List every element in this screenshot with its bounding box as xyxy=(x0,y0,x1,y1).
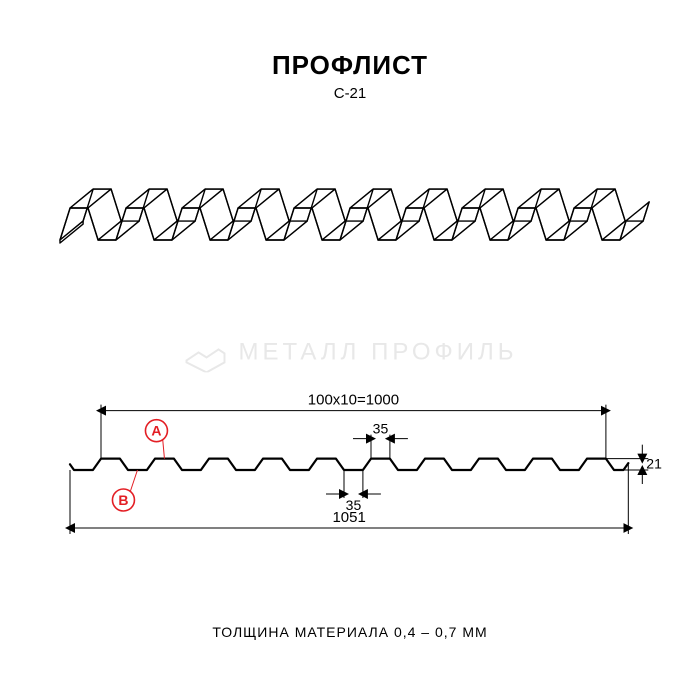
cross-section-view: 100х10=10001051353521AB xyxy=(10,360,690,580)
dim-height: 21 xyxy=(646,455,662,471)
dim-bottom-flat: 35 xyxy=(346,497,362,513)
callout-b-label: B xyxy=(118,492,128,508)
callout-a-label: A xyxy=(151,423,161,439)
page-title: ПРОФЛИСТ xyxy=(0,50,700,81)
dim-cover-width: 100х10=1000 xyxy=(308,392,399,409)
isometric-view xyxy=(20,130,680,280)
footer-note: ТОЛЩИНА МАТЕРИАЛА 0,4 – 0,7 ММ xyxy=(0,624,700,640)
page-subtitle: С-21 xyxy=(0,85,700,102)
profile-line xyxy=(70,459,628,470)
dim-top-flat: 35 xyxy=(373,421,389,437)
